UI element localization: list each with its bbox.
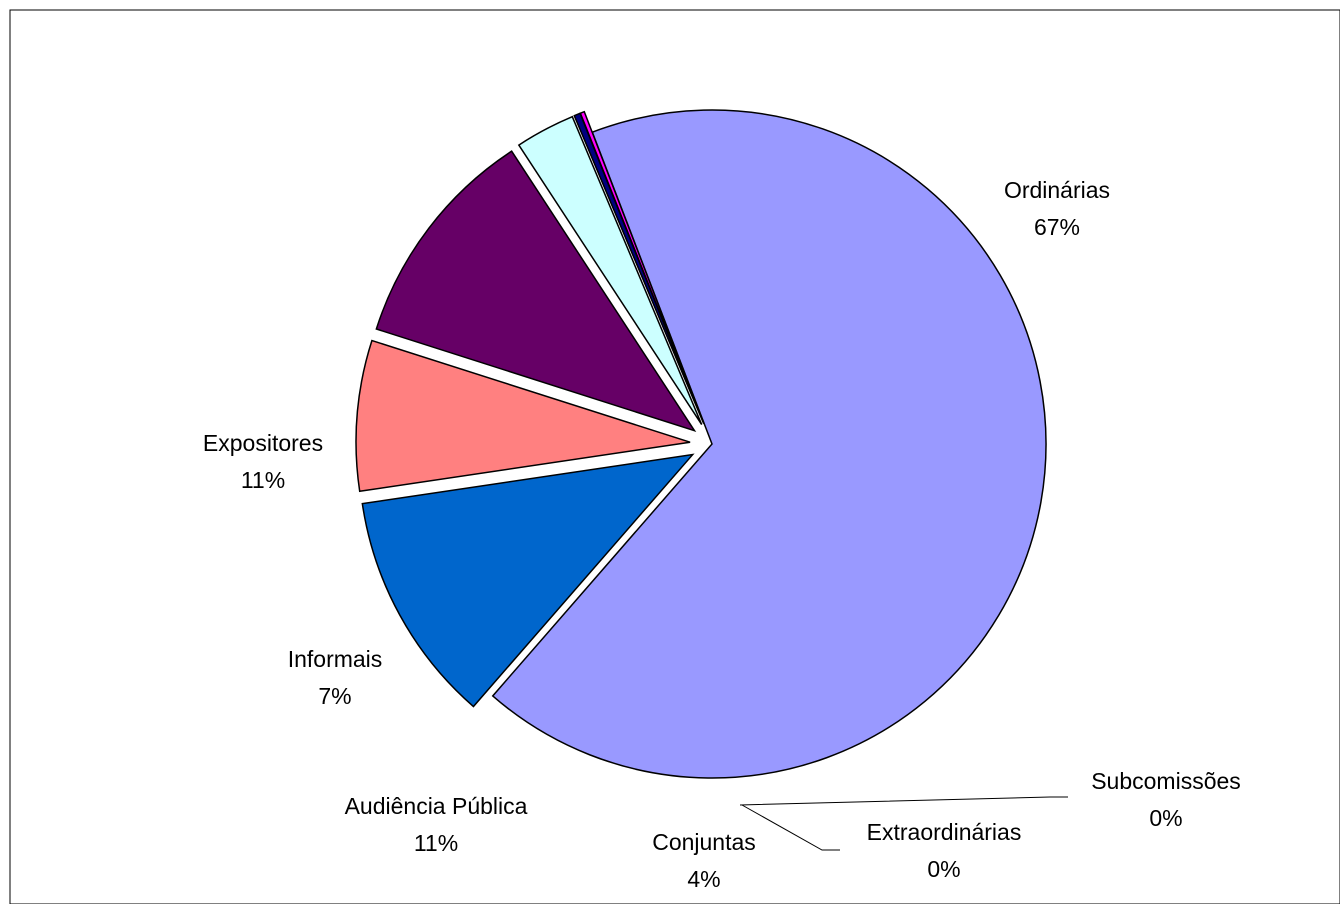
pie-slice-ordinarias <box>491 109 1047 779</box>
slice-label: Informais <box>288 646 383 672</box>
slice-label: Ordinárias <box>1004 177 1110 203</box>
pie-slice-subcomissoes <box>579 110 705 424</box>
slice-percent-label: 67% <box>1034 214 1080 240</box>
slice-percent-label: 0% <box>927 856 960 882</box>
slice-percent-label: 11% <box>241 467 285 493</box>
slice-percent-label: 11% <box>414 830 458 856</box>
pie-slice-informais <box>355 339 691 493</box>
pie-slice-conjuntas <box>517 115 703 425</box>
slices-layer <box>355 109 1047 779</box>
pie-slice-expositores <box>361 453 695 708</box>
slice-label: Conjuntas <box>652 829 756 855</box>
leader-line <box>741 804 840 851</box>
slice-percent-label: 4% <box>687 866 720 892</box>
pie-slice-audiencia-publica <box>375 150 697 433</box>
slice-label: Extraordinárias <box>867 819 1022 845</box>
leader-line <box>739 796 1068 806</box>
labels-layer: Ordinárias 67% Expositores 11% Informais 7% Au… <box>203 177 1241 892</box>
leader-lines <box>739 796 1068 851</box>
slice-percent-label: 0% <box>1149 805 1182 831</box>
slice-percent-label: 7% <box>318 683 351 709</box>
slice-label: Audiência Pública <box>345 793 528 819</box>
slice-label: Subcomissões <box>1091 768 1241 794</box>
slice-label: Expositores <box>203 430 323 456</box>
